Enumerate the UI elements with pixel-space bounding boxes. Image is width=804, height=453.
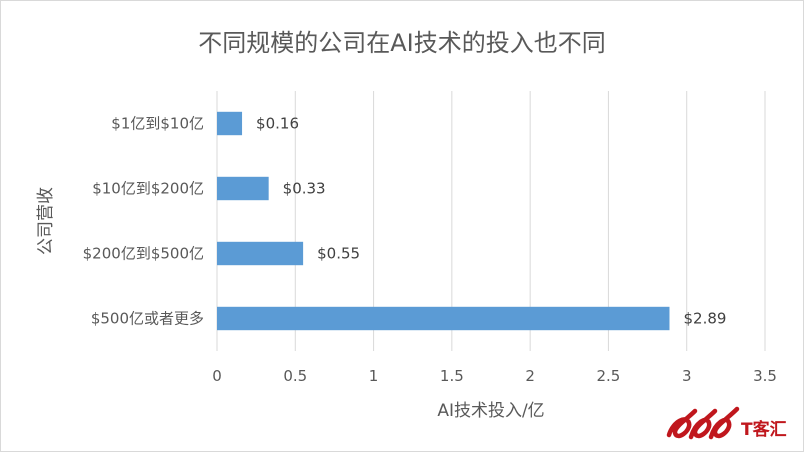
data-label: $0.33 — [283, 180, 326, 198]
bar — [217, 241, 304, 266]
data-label: $0.16 — [256, 115, 299, 133]
chart-title: 不同规模的公司在AI技术的投入也不同 — [198, 29, 606, 57]
x-tick-label: 3.5 — [753, 367, 777, 385]
x-tick-label: 1 — [369, 367, 379, 385]
tkehui-logo-icon: T客汇 — [666, 406, 787, 440]
bar — [217, 111, 243, 136]
gridlines — [216, 91, 766, 351]
x-tick-label: 1.5 — [440, 367, 464, 385]
bar — [217, 176, 269, 201]
bars — [217, 111, 670, 331]
x-tick-label: 2 — [525, 367, 535, 385]
watermark-text: T客汇 — [741, 419, 787, 440]
x-tick-label: 3 — [682, 367, 692, 385]
category-label: $10亿到$200亿 — [92, 180, 204, 198]
data-label: $2.89 — [683, 310, 726, 328]
data-labels: $0.16 $0.33 $0.55 $2.89 — [256, 115, 726, 328]
x-axis-title: AI技术投入/亿 — [437, 401, 544, 421]
watermark-logo: T客汇 — [665, 405, 795, 447]
bar — [217, 306, 670, 331]
category-labels: $1亿到$10亿 $10亿到$200亿 $200亿到$500亿 $500亿或者更多 — [83, 115, 204, 328]
y-axis-title: 公司营收 — [36, 187, 56, 255]
category-label: $500亿或者更多 — [91, 310, 204, 328]
data-label: $0.55 — [317, 245, 360, 263]
x-tick-labels: 0 0.5 1 1.5 2 2.5 3 3.5 — [212, 367, 777, 385]
x-tick-label: 0 — [212, 367, 222, 385]
x-tick-label: 0.5 — [283, 367, 307, 385]
x-tick-label: 2.5 — [596, 367, 620, 385]
category-label: $1亿到$10亿 — [111, 115, 204, 133]
category-label: $200亿到$500亿 — [83, 245, 204, 263]
